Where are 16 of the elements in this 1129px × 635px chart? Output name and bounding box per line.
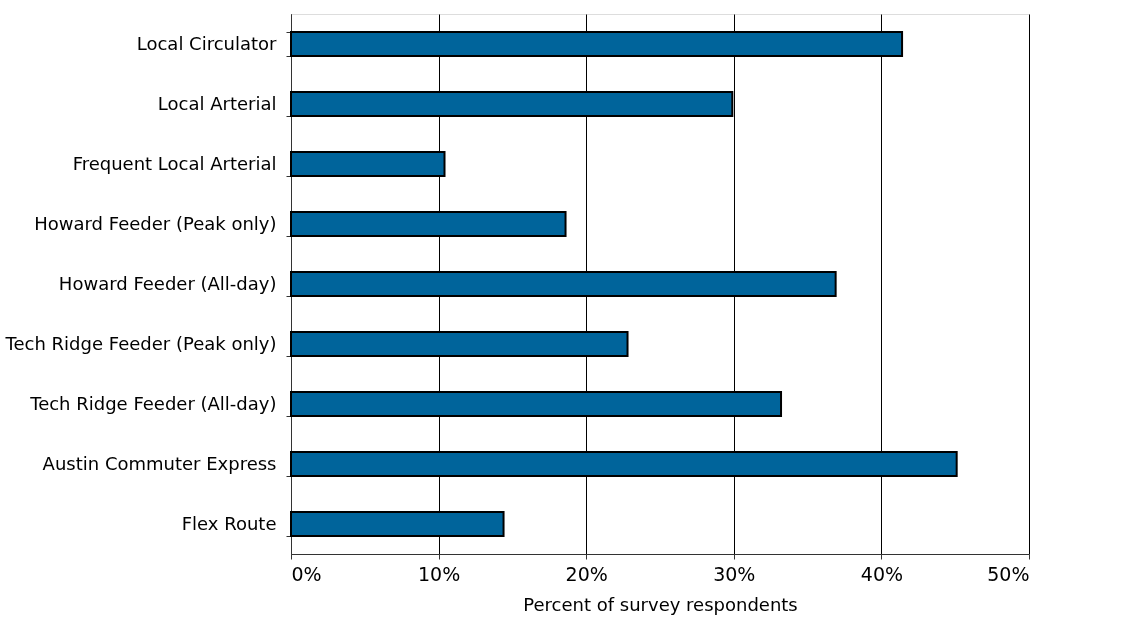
y-tick-label: Howard Feeder (Peak only) [34,212,277,234]
x-tick-label: 10% [417,562,461,585]
y-tick-label: Flex Route [181,512,277,534]
y-tick-label: Tech Ridge Feeder (All-day) [29,392,277,414]
y-tick-label: Local Arterial [157,92,277,114]
x-tick-label: 50% [987,562,1030,585]
x-tick-label: 0% [291,562,322,585]
x-tick-label: 20% [565,562,608,585]
x-tick-label: 40% [860,562,904,585]
y-tick-label: Austin Commuter Express [42,452,277,474]
x-axis-title: Percent of survey respondents [523,593,798,615]
y-tick-label: Howard Feeder (All-day) [58,272,277,294]
x-tick-label: 30% [713,562,756,585]
y-tick-label: Frequent Local Arterial [72,152,277,174]
y-tick-label: Local Circulator [136,32,278,54]
y-tick-label: Tech Ridge Feeder (Peak only) [4,332,277,354]
